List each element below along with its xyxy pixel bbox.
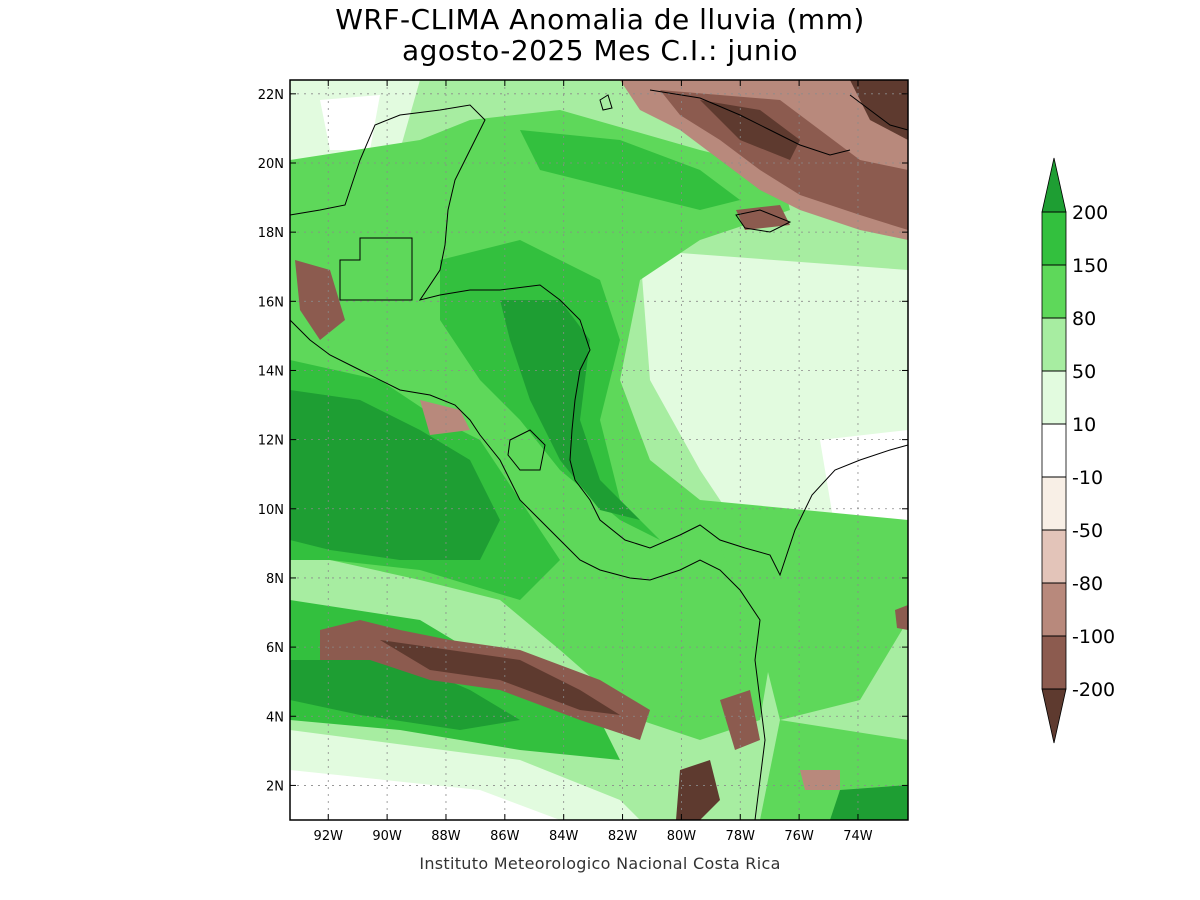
y-tick-label: 6N: [266, 641, 284, 656]
guatemala-border: [339, 237, 413, 301]
colorbar-segment: [1042, 477, 1066, 530]
x-tick-label: 82W: [608, 829, 638, 844]
colorbar-label: 10: [1072, 414, 1096, 436]
colorbar-segment: [1042, 318, 1066, 371]
field-nw-white: [320, 95, 380, 150]
colorbar-label: -100: [1072, 626, 1115, 648]
x-tick-label: 74W: [843, 829, 873, 844]
y-tick-label: 12N: [258, 434, 284, 449]
colorbar-label: 80: [1072, 308, 1096, 330]
colorbar-segment: [1042, 424, 1066, 477]
field-south-white: [290, 770, 560, 820]
field-guatemala-dry: [295, 260, 345, 340]
field-sa-driest: [676, 760, 720, 820]
field-sa-dry-2: [800, 770, 840, 790]
colorbar-segment: [1042, 583, 1066, 636]
y-tick-label: 4N: [266, 710, 284, 725]
anomaly-field: [290, 80, 908, 820]
y-tick-label: 16N: [258, 295, 284, 310]
graticule: [290, 80, 908, 820]
x-tick-label: 80W: [667, 829, 697, 844]
colorbar-segment: [1042, 371, 1066, 424]
x-tick-label: 90W: [372, 829, 402, 844]
x-tick-label: 78W: [726, 829, 756, 844]
colorbar-label: -10: [1072, 467, 1103, 489]
map-frame: [289, 79, 909, 821]
colorbar-label: -80: [1072, 573, 1103, 595]
field-south-max: [290, 660, 520, 730]
y-tick-label: 8N: [266, 572, 284, 587]
title-line-1: WRF-CLIMA Anomalia de lluvia (mm): [335, 3, 865, 36]
field-jamaica-dry: [736, 205, 790, 230]
colorbar-segment: [1042, 530, 1066, 583]
field-hispaniola-driest: [850, 80, 908, 140]
y-tick-label: 20N: [258, 157, 284, 172]
coastlines: [289, 89, 909, 821]
field-colombia-green: [700, 500, 908, 720]
colorbar: 200 150 80 50 10 -10 -50 -80 -100 -200: [1041, 157, 1115, 744]
title-line-2: agosto-2025 Mes C.I.: junio: [401, 34, 799, 67]
colorbar-bottom-arrow: [1041, 688, 1067, 744]
y-tick-label: 14N: [258, 364, 284, 379]
jamaica-coast: [735, 209, 792, 233]
colorbar-label: -200: [1072, 679, 1115, 701]
colorbar-segment: [1042, 212, 1066, 265]
y-tick-label: 18N: [258, 226, 284, 241]
lake-nicaragua: [507, 429, 546, 471]
pacific-coast: [289, 319, 766, 821]
y-tick-label: 10N: [258, 503, 284, 518]
field-east-dry: [895, 605, 908, 630]
colorbar-segment: [1042, 636, 1066, 689]
island-cozumel: [599, 94, 613, 111]
field-pacific-driest-band: [380, 640, 620, 715]
y-tick-label: 2N: [266, 779, 284, 794]
institute-credit: Instituto Meteorologico Nacional Costa R…: [419, 854, 781, 873]
x-tick-label: 76W: [784, 829, 814, 844]
cuba-coast: [649, 89, 851, 156]
colorbar-label: 50: [1072, 361, 1096, 383]
x-tick-label: 86W: [490, 829, 520, 844]
field-se-max: [830, 785, 908, 820]
colorbar-label: 150: [1072, 255, 1108, 277]
field-cuba-driest: [700, 100, 800, 160]
field-north-strong: [520, 130, 740, 210]
colorbar-segment: [1042, 265, 1066, 318]
x-tick-label: 92W: [314, 829, 344, 844]
field-salvador-dry: [420, 400, 470, 435]
field-ne-drier: [660, 90, 908, 230]
axes: 92W 90W 88W 86W 84W 82W 80W 78W 76W 74W 22N 20N 18N 1…: [258, 80, 908, 844]
colorbar-label: -50: [1072, 520, 1103, 542]
caribbean-coast: [289, 104, 909, 577]
x-tick-label: 88W: [431, 829, 461, 844]
x-tick-label: 84W: [549, 829, 579, 844]
field-sa-dry: [720, 690, 760, 750]
colorbar-label: 200: [1072, 202, 1108, 224]
map-title: WRF-CLIMA Anomalia de lluvia (mm) agosto…: [290, 4, 910, 66]
y-tick-label: 22N: [258, 88, 284, 103]
colorbar-top-arrow: [1041, 157, 1067, 213]
hispaniola-coast: [849, 94, 909, 131]
field-pacific-max: [290, 390, 500, 560]
field-honduras-max: [500, 300, 640, 520]
